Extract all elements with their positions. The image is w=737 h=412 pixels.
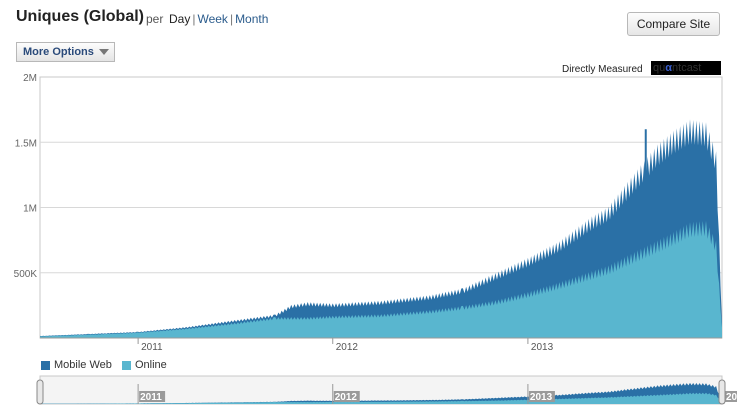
legend-mobile-web[interactable]: Mobile Web (41, 359, 112, 371)
legend-swatch-mobile-web (41, 360, 50, 370)
legend-label-online: Online (135, 359, 167, 371)
navigator-handle-right[interactable] (718, 379, 726, 405)
navigator-tick-label: 20 (726, 392, 737, 403)
compare-site-button[interactable]: Compare Site (627, 12, 720, 36)
y-tick-label: 1.5M (15, 138, 37, 149)
period-week[interactable]: Week (197, 12, 228, 26)
y-tick-label: 500K (14, 269, 38, 280)
legend-swatch-online (122, 360, 131, 370)
x-tick-label: 2012 (336, 342, 359, 353)
directly-measured-label: Directly Measured (562, 64, 643, 75)
page-title: Uniques (Global) (16, 8, 144, 25)
separator: | (229, 12, 234, 26)
series-area-online (40, 220, 722, 338)
navigator-label-bg (139, 391, 166, 402)
per-label: per (146, 12, 164, 26)
period-day[interactable]: Day (169, 12, 191, 26)
legend-online[interactable]: Online (122, 359, 167, 371)
more-options-label: More Options (23, 46, 94, 58)
more-options-button[interactable]: More Options (16, 42, 115, 62)
legend-label-mobile-web: Mobile Web (54, 359, 112, 371)
navigator-label-bg (725, 391, 737, 402)
separator: | (192, 12, 196, 26)
y-tick-label: 1M (23, 204, 37, 215)
chevron-down-icon (98, 49, 109, 55)
navigator-label-bg (528, 391, 555, 402)
x-tick-label: 2013 (531, 342, 554, 353)
period-month[interactable]: Month (235, 12, 269, 26)
y-tick-label: 2M (23, 73, 37, 84)
quantcast-logo: quantcastquαntcast (651, 61, 721, 75)
navigator-tick-label: 2012 (335, 392, 358, 403)
x-tick-label: 2011 (141, 342, 163, 353)
period-selector: Day | Week | Month (168, 12, 269, 26)
series-area-mobile-web (40, 119, 722, 339)
navigator-handle-left[interactable] (36, 379, 44, 405)
navigator-tick-label: 2011 (140, 392, 162, 403)
navigator-tick-label: 2013 (530, 392, 553, 403)
navigator-label-bg (333, 391, 360, 402)
